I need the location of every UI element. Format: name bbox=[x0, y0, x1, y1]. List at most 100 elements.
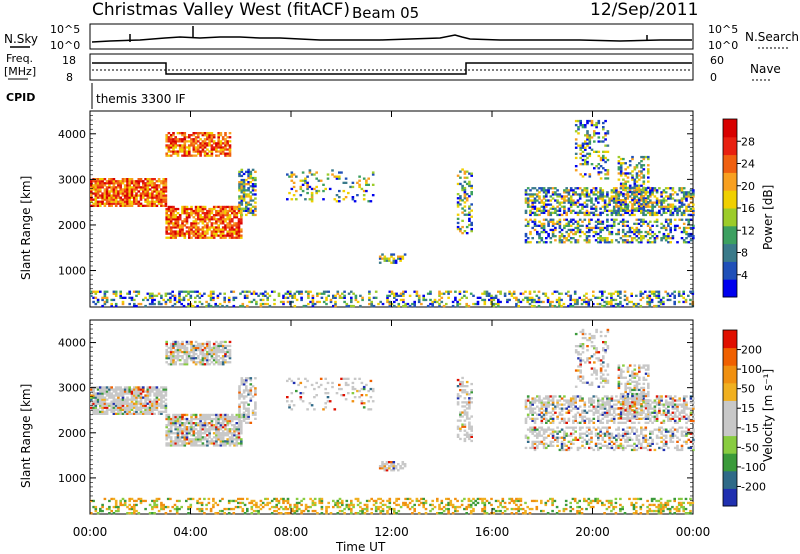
range-gate-cell bbox=[585, 237, 589, 240]
range-gate-cell bbox=[413, 290, 416, 293]
range-gate-cell bbox=[610, 304, 613, 308]
range-gate-cell bbox=[165, 154, 168, 157]
range-gate-cell bbox=[174, 419, 177, 423]
range-gate-cell bbox=[526, 220, 530, 223]
range-gate-cell bbox=[293, 296, 297, 299]
range-gate-cell bbox=[226, 355, 229, 358]
range-gate-cell bbox=[123, 296, 127, 299]
range-gate-cell bbox=[119, 394, 122, 397]
range-gate-cell bbox=[197, 424, 200, 427]
range-gate-cell bbox=[388, 259, 391, 262]
range-gate-cell bbox=[313, 187, 316, 191]
range-gate-cell bbox=[112, 196, 116, 199]
range-gate-cell bbox=[242, 181, 246, 184]
range-gate-cell bbox=[249, 174, 253, 178]
range-gate-cell bbox=[108, 180, 111, 183]
range-gate-cell bbox=[463, 191, 467, 194]
range-gate-cell bbox=[181, 148, 184, 151]
range-gate-cell bbox=[103, 392, 107, 395]
range-gate-cell bbox=[144, 204, 147, 207]
velocity-data-layer bbox=[90, 328, 695, 515]
range-gate-cell bbox=[219, 340, 223, 344]
range-gate-cell bbox=[210, 148, 214, 151]
range-gate-cell bbox=[615, 197, 618, 200]
range-gate-cell bbox=[183, 348, 187, 352]
range-gate-cell bbox=[226, 140, 229, 143]
range-gate-cell bbox=[660, 226, 663, 230]
range-gate-cell bbox=[604, 177, 607, 180]
range-gate-cell bbox=[581, 220, 584, 223]
range-gate-cell bbox=[181, 436, 184, 439]
range-gate-cell bbox=[621, 218, 625, 221]
range-gate-cell bbox=[165, 344, 168, 348]
range-gate-cell bbox=[119, 292, 122, 295]
range-gate-cell bbox=[209, 294, 213, 297]
range-gate-cell bbox=[648, 304, 652, 308]
range-gate-cell bbox=[188, 442, 191, 445]
range-gate-cell bbox=[254, 185, 257, 188]
range-gate-cell bbox=[174, 444, 177, 447]
range-gate-cell bbox=[144, 184, 147, 187]
range-gate-cell bbox=[101, 404, 104, 407]
range-gate-cell bbox=[167, 140, 171, 143]
range-gate-cell bbox=[587, 298, 591, 302]
range-gate-cell bbox=[167, 363, 171, 366]
range-gate-cell bbox=[90, 192, 93, 195]
range-gate-cell bbox=[103, 196, 107, 199]
range-gate-cell bbox=[327, 290, 330, 293]
range-gate-cell bbox=[194, 232, 198, 235]
range-gate-cell bbox=[668, 298, 672, 302]
range-gate-cell bbox=[183, 146, 187, 149]
range-gate-cell bbox=[247, 415, 250, 418]
range-gate-cell bbox=[215, 228, 218, 231]
range-gate-cell bbox=[192, 150, 196, 153]
range-gate-cell bbox=[529, 241, 532, 244]
range-gate-cell bbox=[235, 415, 239, 419]
range-gate-cell bbox=[691, 290, 695, 293]
range-gate-cell bbox=[183, 148, 187, 151]
range-gate-cell bbox=[130, 182, 134, 185]
range-gate-cell bbox=[619, 162, 623, 165]
range-gate-cell bbox=[338, 387, 341, 391]
range-gate-cell bbox=[235, 226, 239, 229]
range-gate-cell bbox=[233, 428, 236, 431]
range-gate-cell bbox=[592, 211, 596, 214]
range-gate-cell bbox=[223, 300, 226, 304]
range-gate-cell bbox=[174, 216, 177, 219]
range-gate-cell bbox=[289, 290, 292, 293]
range-gate-cell bbox=[315, 394, 318, 397]
range-gate-cell bbox=[392, 463, 396, 466]
range-gate-cell bbox=[167, 146, 171, 149]
range-gate-cell bbox=[578, 211, 582, 214]
range-gate-cell bbox=[199, 444, 202, 447]
range-gate-cell bbox=[564, 292, 568, 295]
range-gate-cell bbox=[463, 411, 467, 414]
range-gate-cell bbox=[259, 292, 263, 295]
range-gate-cell bbox=[108, 390, 111, 393]
range-gate-cell bbox=[499, 300, 502, 304]
range-gate-cell bbox=[586, 144, 589, 147]
range-gate-cell bbox=[221, 438, 225, 441]
range-gate-cell bbox=[545, 218, 548, 221]
range-gate-cell bbox=[533, 197, 537, 200]
range-gate-cell bbox=[148, 386, 152, 389]
range-gate-cell bbox=[139, 192, 143, 195]
range-gate-cell bbox=[206, 440, 209, 443]
range-gate-cell bbox=[463, 437, 467, 441]
range-gate-cell bbox=[212, 236, 216, 239]
range-gate-cell bbox=[551, 220, 555, 223]
range-gate-cell bbox=[682, 228, 686, 232]
range-gate-cell bbox=[197, 152, 200, 155]
range-gate-cell bbox=[617, 194, 621, 198]
range-gate-cell bbox=[233, 230, 236, 233]
range-gate-cell bbox=[560, 232, 564, 236]
range-gate-cell bbox=[192, 222, 196, 225]
range-gate-cell bbox=[215, 415, 218, 419]
range-gate-cell bbox=[238, 189, 241, 192]
range-gate-cell bbox=[135, 198, 138, 201]
range-gate-cell bbox=[121, 194, 125, 197]
range-gate-cell bbox=[370, 302, 373, 306]
range-gate-cell bbox=[157, 178, 161, 181]
range-gate-cell bbox=[637, 241, 641, 244]
range-gate-cell bbox=[326, 381, 330, 385]
